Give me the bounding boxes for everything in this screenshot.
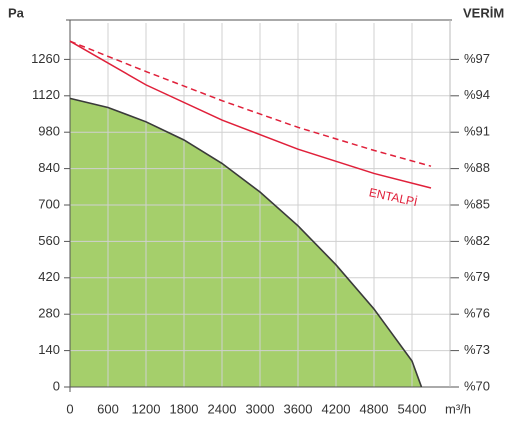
x-tick-label: 600 xyxy=(97,401,119,416)
x-tick-label: 4800 xyxy=(360,401,389,416)
y2-tick-label: %79 xyxy=(464,269,490,284)
series-line xyxy=(69,40,432,189)
x-tick-label: 3000 xyxy=(246,401,275,416)
y-tick-label: 840 xyxy=(38,160,60,175)
x-tick-label: 4200 xyxy=(322,401,351,416)
y2-tick-label: %73 xyxy=(464,342,490,357)
y2-tick-label: %94 xyxy=(464,87,490,102)
y2-tick-label: %88 xyxy=(464,160,490,175)
series-label: ENTALPİ xyxy=(368,185,419,209)
y-tick-label: 420 xyxy=(38,269,60,284)
y2-tick-label: %85 xyxy=(464,196,490,211)
x-tick-label: 1800 xyxy=(170,401,199,416)
area-fill xyxy=(70,98,422,388)
y-tick-label: 980 xyxy=(38,124,60,139)
y-tick-label: 700 xyxy=(38,196,60,211)
y2-tick-label: %76 xyxy=(464,306,490,321)
y2-tick-label: %91 xyxy=(464,124,490,139)
x-tick-label: 2400 xyxy=(208,401,237,416)
x-tick-label: 5400 xyxy=(398,401,427,416)
series-line xyxy=(69,97,423,388)
x-axis-label: m³/h xyxy=(445,401,471,416)
series-line xyxy=(69,40,432,167)
x-tick-label: 0 xyxy=(66,401,73,416)
y-tick-label: 1120 xyxy=(32,87,60,102)
y-axis-label: Pa xyxy=(8,5,25,20)
y-tick-label: 0 xyxy=(53,378,60,393)
y2-tick-label: %70 xyxy=(464,378,490,393)
y-tick-label: 140 xyxy=(38,342,60,357)
y-tick-label: 280 xyxy=(38,306,60,321)
y2-tick-label: %97 xyxy=(464,51,490,66)
x-tick-label: 1200 xyxy=(132,401,161,416)
x-tick-label: 3600 xyxy=(284,401,313,416)
y-tick-label: 1260 xyxy=(31,51,60,66)
y-tick-label: 560 xyxy=(38,233,60,248)
y2-tick-label: %82 xyxy=(464,233,490,248)
y2-axis-label: VERİM xyxy=(463,5,504,20)
